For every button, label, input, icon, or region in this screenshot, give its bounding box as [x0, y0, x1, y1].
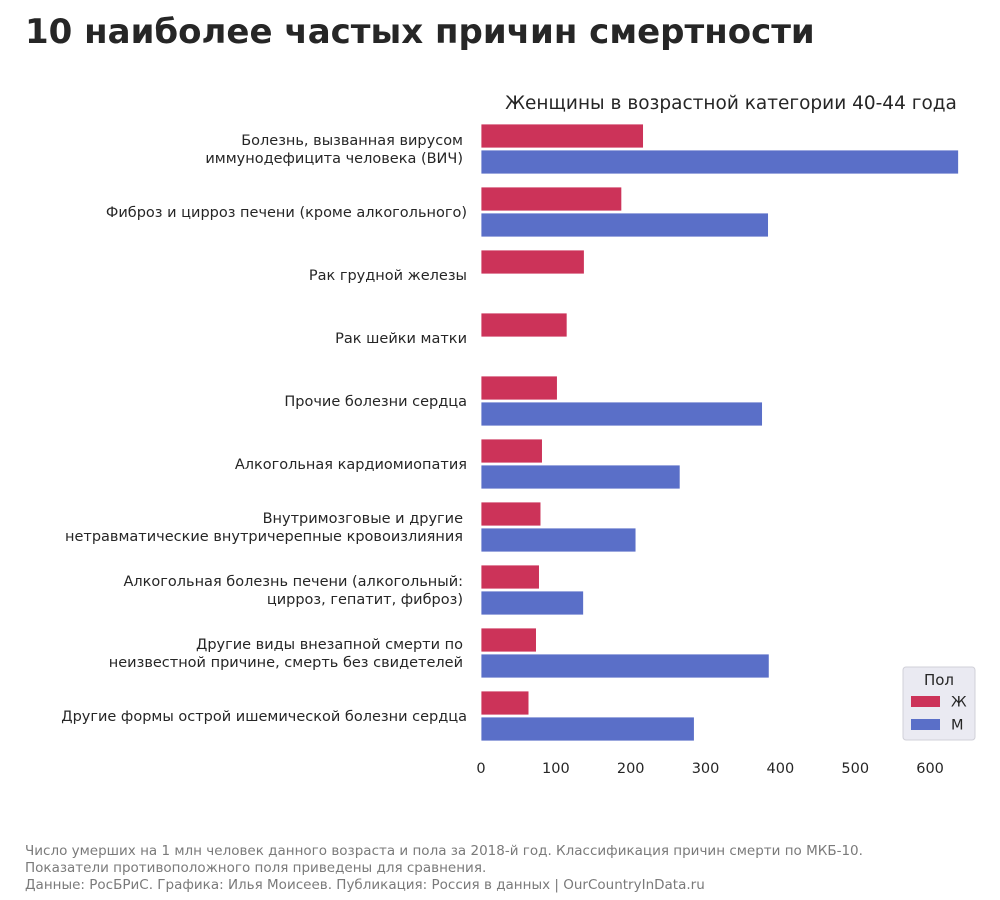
x-tick-label: 500: [841, 761, 869, 777]
page-title: 10 наиболее частых причин смертности: [25, 12, 815, 52]
bar-female: [480, 564, 540, 590]
bar-male: [480, 212, 769, 238]
bar-male: [480, 653, 770, 679]
bar-female: [480, 375, 558, 401]
legend-swatch-female: [911, 696, 940, 707]
chart-subtitle: Женщины в возрастной категории 40-44 год…: [505, 93, 957, 114]
bar-female: [480, 249, 585, 275]
bar-female: [480, 123, 644, 149]
bar-female: [480, 438, 543, 464]
x-tick-label: 100: [542, 761, 570, 777]
bar-female: [480, 186, 623, 212]
bar-male: [480, 716, 695, 742]
legend-label-male: М: [951, 718, 964, 734]
x-tick-label: 400: [767, 761, 795, 777]
footer-credits: Данные: РосБРиС. Графика: Илья Моисеев. …: [25, 877, 705, 893]
chart-footer: Число умерших на 1 млн человек данного в…: [25, 843, 863, 894]
category-label: Алкогольная кардиомиопатия: [235, 457, 467, 473]
legend-label-female: Ж: [951, 695, 967, 711]
category-label: Внутримозговые и другие нетравматические …: [65, 511, 463, 545]
footer-comparison-note: Показатели противоположного поля приведе…: [25, 860, 487, 876]
bar-female: [480, 312, 568, 338]
category-label: Рак грудной железы: [309, 268, 467, 284]
category-label: Другие виды внезапной смерти по неизвестн…: [109, 637, 463, 671]
category-label: Фиброз и цирроз печени (кроме алкогольно…: [106, 205, 467, 221]
category-label: Рак шейки матки: [335, 331, 467, 347]
category-label: Прочие болезни сердца: [284, 394, 467, 410]
bar-female: [480, 690, 530, 716]
bar-female: [480, 501, 542, 527]
x-tick-label: 300: [692, 761, 720, 777]
legend-swatch-male: [911, 719, 940, 730]
category-label: Алкогольная болезнь печени (алкогольный:…: [123, 574, 463, 608]
footer-note: Число умерших на 1 млн человек данного в…: [25, 843, 863, 859]
bar-male: [480, 464, 681, 490]
bar-chart: Женщины в возрастной категории 40-44 год…: [61, 93, 976, 777]
x-tick-label: 0: [476, 761, 485, 777]
legend-title: Пол: [924, 671, 954, 689]
bar-male: [480, 401, 763, 427]
bar-male: [480, 527, 637, 553]
x-tick-label: 600: [916, 761, 944, 777]
bar-male: [480, 149, 959, 175]
bar-male: [480, 590, 584, 616]
x-tick-label: 200: [617, 761, 645, 777]
category-label: Болезнь, вызванная вирусом иммунодефицита…: [205, 133, 463, 167]
category-label: Другие формы острой ишемической болезни …: [61, 709, 467, 725]
bar-female: [480, 627, 537, 653]
